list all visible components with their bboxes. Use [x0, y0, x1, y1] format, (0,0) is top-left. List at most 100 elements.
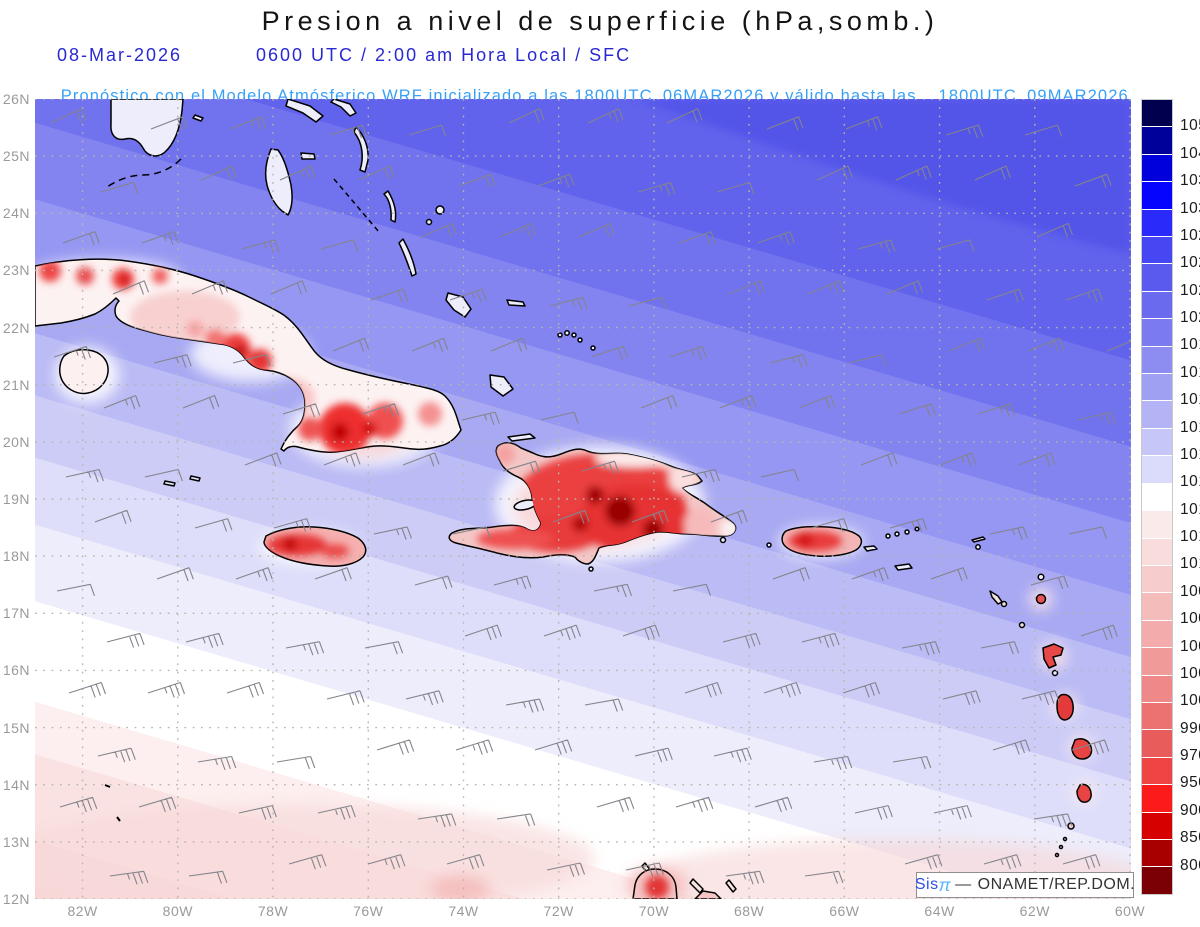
colorbar-segment — [1142, 482, 1172, 511]
eleuthera — [353, 126, 369, 173]
lon-label: 74W — [448, 903, 479, 919]
colorbar-value: 1014 — [1180, 473, 1200, 491]
organization-name: ONAMET/REP.DOM. — [977, 876, 1136, 893]
colorbar-segment — [1142, 427, 1172, 456]
lon-label: 64W — [924, 903, 955, 919]
colorbar-segment — [1142, 263, 1172, 291]
grand-cayman — [163, 480, 176, 487]
florida-coast — [110, 98, 184, 157]
colorbar-value: 1013 — [1180, 500, 1200, 518]
anguilla — [971, 536, 986, 543]
lat-label: 24N — [2, 205, 30, 222]
lat-label: 17N — [2, 605, 30, 622]
colorbar-segment — [1142, 318, 1172, 346]
caicos-islands — [557, 330, 596, 351]
lat-label: 18N — [2, 548, 30, 565]
dominica — [1056, 693, 1074, 721]
colorbar-segment — [1142, 592, 1172, 620]
colorbar-segment — [1142, 126, 1172, 154]
colorbar-value: 970 — [1180, 747, 1200, 765]
colorbar-value: 1019 — [1180, 336, 1200, 354]
isle-of-youth — [59, 348, 109, 395]
colorbar-segment — [1142, 373, 1172, 401]
date-time-line: 08-Mar-2026 0600 UTC / 2:00 am Hora Loca… — [0, 45, 1200, 129]
colorbar-value: 1022 — [1180, 281, 1200, 299]
lat-label: 19N — [2, 491, 30, 507]
cat-island — [383, 190, 397, 223]
florida-keys — [106, 158, 182, 188]
new-providence — [300, 152, 316, 160]
pedro-cays — [104, 784, 121, 822]
colorbar-value: 1006 — [1180, 610, 1200, 628]
colorbar-segment — [1142, 153, 1172, 182]
colorbar-value: 1016 — [1180, 418, 1200, 436]
pressure-colorbar — [1141, 99, 1173, 895]
st-kitts — [989, 590, 1003, 605]
colorbar-segment — [1142, 510, 1172, 538]
puerto-rico-pressure-low — [788, 531, 842, 551]
colorbar-value: 1028 — [1180, 226, 1200, 244]
saona — [719, 536, 727, 544]
nevis — [1000, 600, 1008, 608]
lon-label: 66W — [829, 903, 860, 919]
exuma-cays — [333, 178, 380, 233]
lon-label: 70W — [638, 903, 670, 919]
credit-box: Sis π — ONAMET/REP.DOM. — [914, 872, 1136, 898]
colorbar-segment — [1142, 208, 1172, 237]
st-croix — [894, 563, 913, 571]
guadeloupe — [1042, 643, 1064, 669]
bimini — [192, 114, 204, 122]
lat-label: 21N — [2, 376, 30, 393]
lon-label: 62W — [1019, 903, 1050, 919]
colorbar-segment — [1142, 729, 1172, 757]
colorbar-segment — [1142, 838, 1172, 867]
lon-label: 72W — [543, 903, 574, 919]
colorbar-value: 1030 — [1180, 199, 1200, 217]
cayman-brac — [189, 475, 201, 482]
lat-lon-grid — [35, 98, 1131, 900]
colorbar-value: 1020 — [1180, 309, 1200, 327]
lat-label: 14N — [2, 776, 30, 793]
abaco — [330, 98, 357, 117]
map-canvas — [0, 98, 1155, 927]
credit-separator: — — [955, 876, 972, 893]
martinique — [1071, 738, 1093, 760]
colorbar-segment — [1142, 619, 1172, 648]
colorbar-value: 900 — [1180, 801, 1200, 819]
colorbar-segment — [1142, 455, 1172, 483]
san-salvador — [435, 205, 445, 215]
paraguana-pressure-low — [645, 875, 669, 899]
marie-galante — [1051, 669, 1059, 677]
vieques — [863, 545, 878, 552]
pi-symbol: π — [938, 874, 952, 895]
colorbar-value: 850 — [1180, 829, 1200, 847]
mona — [766, 542, 772, 548]
lat-label: 20N — [2, 433, 30, 450]
colorbar-segment — [1142, 345, 1172, 374]
montserrat — [1018, 621, 1026, 629]
colorbar-segment — [1142, 811, 1172, 839]
lon-label: 60W — [1114, 903, 1146, 919]
northeast-high-pressure-band — [635, 99, 1131, 254]
lat-label: 23N — [2, 262, 30, 279]
page-title: Presion a nivel de superficie (hPa,somb.… — [261, 6, 939, 36]
colorbar-segment — [1142, 701, 1172, 730]
colorbar-segment — [1142, 236, 1172, 264]
jamaica-pressure-lows — [267, 534, 349, 558]
lat-label: 22N — [2, 319, 30, 336]
lon-label: 80W — [162, 903, 193, 919]
antigua — [1035, 593, 1047, 605]
colorbar-value: 1040 — [1180, 144, 1200, 162]
colorbar-segment — [1142, 290, 1172, 319]
colorbar-value: 1018 — [1180, 363, 1200, 381]
bonaire — [725, 879, 737, 893]
colorbar-segment — [1142, 100, 1172, 127]
lat-label: 16N — [2, 662, 30, 679]
colorbar-segment — [1142, 784, 1172, 812]
st-martin — [975, 544, 981, 550]
system-name: Sis — [914, 876, 939, 893]
colorbar-segment — [1142, 537, 1172, 565]
colorbar-segment — [1142, 866, 1172, 894]
